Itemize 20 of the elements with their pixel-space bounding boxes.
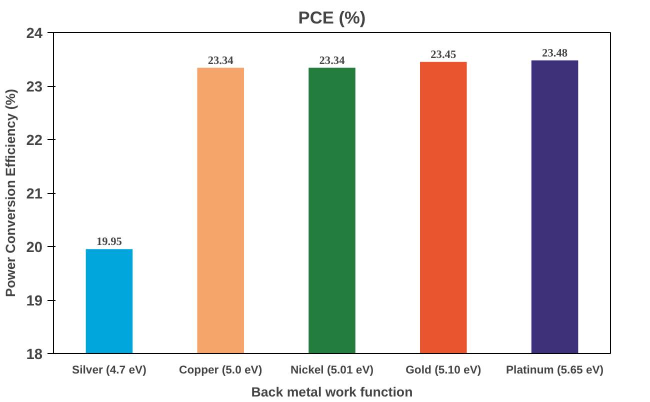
y-tick-label: 19: [26, 294, 43, 310]
y-tick-label: 24: [26, 26, 44, 42]
x-tick-label: Nickel (5.01 eV): [290, 364, 374, 376]
data-label: 23.45: [430, 48, 456, 61]
x-axis-title: Back metal work function: [251, 384, 413, 400]
x-tick-label: Gold (5.10 eV): [406, 364, 482, 376]
y-tick-label: 18: [26, 347, 43, 363]
y-tick-label: 23: [26, 80, 43, 96]
y-tick-label: 22: [26, 133, 43, 149]
data-label: 19.95: [96, 236, 122, 248]
y-tick-label: 20: [26, 240, 43, 256]
data-label: 23.34: [208, 54, 234, 67]
x-tick-label: Silver (4.7 eV): [72, 364, 147, 376]
y-axis-title: Power Conversion Efficiency (%): [3, 88, 18, 298]
x-tick-label: Platinum (5.65 eV): [506, 364, 604, 376]
x-tick-label: Copper (5.0 eV): [179, 364, 262, 376]
chart-title: PCE (%): [298, 8, 366, 28]
data-label: 23.48: [542, 47, 568, 60]
data-label: 23.34: [319, 54, 346, 67]
y-tick-label: 21: [26, 186, 43, 202]
